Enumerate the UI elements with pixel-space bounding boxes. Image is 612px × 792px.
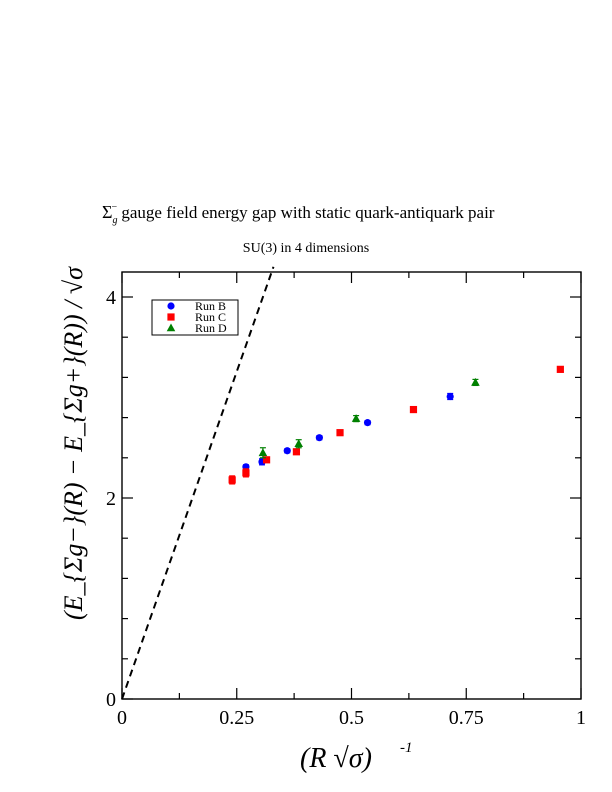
run-d-point bbox=[351, 414, 361, 422]
run-d-point bbox=[294, 439, 304, 448]
legend-label: Run D bbox=[195, 321, 227, 335]
run-c-point bbox=[228, 476, 236, 484]
chart-title: Σg − gauge field energy gap with static q… bbox=[102, 202, 494, 226]
y-axis-label-text: (E_{Σg−}(R) − E_{Σg+}(R)) / √σ bbox=[59, 266, 88, 620]
legend-label: Run B bbox=[195, 299, 226, 313]
dashed-reference-line bbox=[121, 266, 275, 700]
run-b-point bbox=[315, 434, 323, 442]
run-c-point bbox=[409, 405, 418, 414]
run-c-point bbox=[336, 429, 344, 437]
run-b-point bbox=[446, 392, 454, 401]
legend-marker bbox=[166, 323, 176, 332]
run-b-point bbox=[363, 419, 372, 427]
y-tick-label: 4 bbox=[106, 287, 116, 309]
title-symbol-sup: − bbox=[111, 202, 118, 213]
x-tick-label: 0.5 bbox=[339, 707, 364, 729]
y-axis-label: (E_{Σg−}(R) − E_{Σg+}(R)) / √σ bbox=[59, 266, 88, 620]
tick-labels: 0 0.25 0.5 0.75 1 0 2 4 bbox=[106, 287, 586, 729]
run-c-point bbox=[292, 448, 301, 456]
axis-ticks bbox=[121, 272, 582, 700]
run-d-point bbox=[471, 377, 480, 386]
run-c-point bbox=[242, 469, 250, 477]
plot-frame bbox=[121, 271, 582, 700]
data-points bbox=[228, 365, 564, 485]
y-tick-label: 0 bbox=[106, 689, 116, 711]
run-c-point bbox=[556, 365, 564, 373]
x-axis-label-text: (R √σ) bbox=[300, 743, 372, 774]
reference-line bbox=[121, 266, 275, 700]
chart-subtitle: SU(3) in 4 dimensions bbox=[242, 241, 370, 256]
x-tick-label: 1 bbox=[576, 707, 586, 729]
legend-box bbox=[151, 299, 239, 336]
run-b-point bbox=[283, 447, 291, 455]
title-text: gauge field energy gap with static quark… bbox=[117, 203, 495, 222]
x-tick-label: 0.25 bbox=[219, 707, 254, 729]
x-axis-label-exponent: -1 bbox=[400, 740, 413, 756]
x-tick-label: 0.75 bbox=[449, 707, 484, 729]
title-symbol: Σ bbox=[102, 202, 113, 222]
legend-marker bbox=[167, 302, 175, 310]
x-axis-label: (R √σ) -1 bbox=[300, 740, 413, 774]
run-c-point bbox=[262, 456, 271, 464]
y-tick-label: 2 bbox=[106, 488, 116, 510]
legend-marker bbox=[167, 313, 175, 321]
run-d-point bbox=[258, 448, 268, 457]
title-symbol-sub: g bbox=[112, 215, 118, 226]
x-tick-label: 0 bbox=[117, 707, 127, 729]
legend-label: Run C bbox=[195, 310, 226, 324]
